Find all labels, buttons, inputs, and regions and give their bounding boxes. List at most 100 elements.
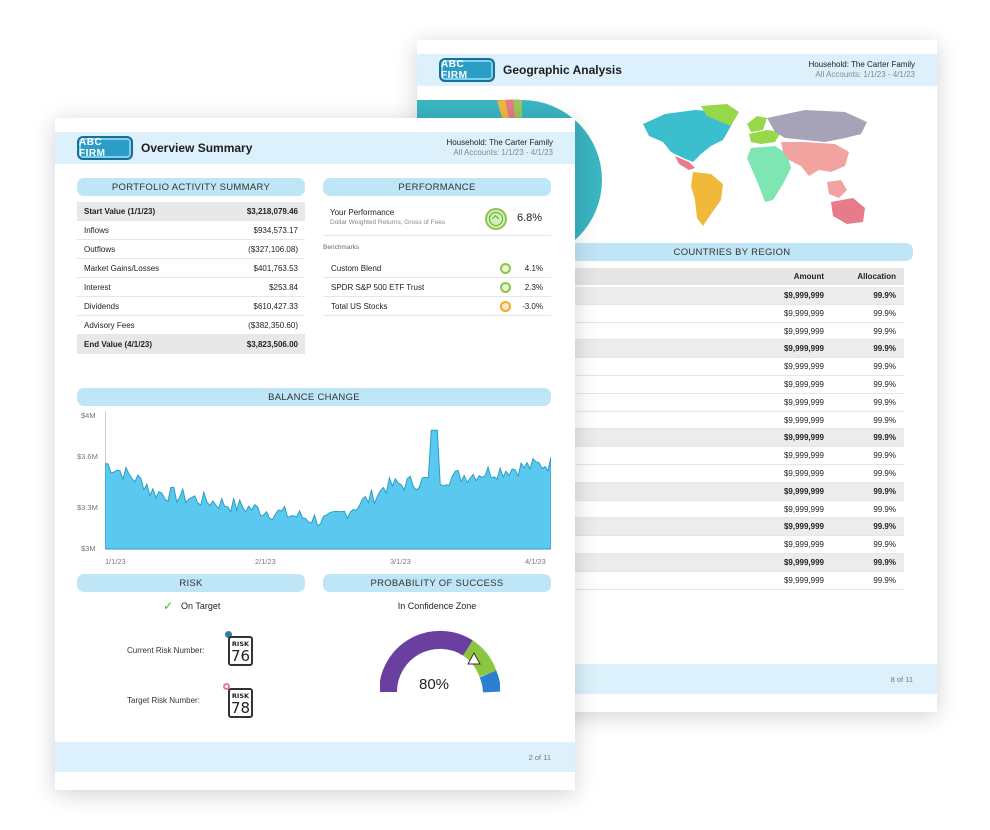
amount-cell: $9,999,999 [783,558,824,567]
region-russia [767,110,867,142]
gauge-green-arc [462,640,497,678]
accounts-range: All Accounts: 1/1/23 - 4/1/23 [815,70,915,79]
activity-value: $610,427.33 [253,301,299,311]
activity-value: $3,823,506.00 [246,339,298,349]
allocation-cell: 99.9% [873,469,896,478]
table-row: $9,999,999 99.9% [574,394,904,412]
your-performance-subtitle: Dollar Weighted Returns, Gross of Fees [330,219,446,226]
allocation-cell: 99.9% [873,504,896,514]
activity-row: Market Gains/Losses $401,763.53 [77,259,305,278]
region-africa [747,146,791,202]
activity-label: Start Value (1/1/23) [84,206,156,216]
table-row: $9,999,999 99.9% [574,536,904,554]
benchmark-status-icon [500,263,511,274]
table-row: $9,999,999 99.9% [574,412,904,430]
amount-cell: $9,999,999 [783,344,824,354]
benchmark-row: Total US Stocks -3.0% [323,297,551,316]
activity-value: $934,573.17 [253,225,299,235]
household-name: Household: The Carter Family [446,138,553,147]
region-south-america [691,172,723,226]
activity-value: $401,763.53 [253,263,299,273]
activity-label: Advisory Fees [84,320,135,330]
benchmark-row: Custom Blend 4.1% [323,259,551,278]
amount-cell: $9,999,999 [783,575,824,585]
allocation-cell: 99.9% [873,575,896,585]
target-risk-number: 78 [230,699,251,717]
page-title: Overview Summary [141,141,253,155]
portfolio-activity-heading: PORTFOLIO ACTIVITY SUMMARY [77,178,305,196]
risk-badge-label: RISK [231,640,250,648]
performance-up-icon [485,208,507,230]
amount-cell: $9,999,999 [783,504,824,514]
your-performance-label: Your Performance [330,208,395,217]
activity-row: Start Value (1/1/23) $3,218,079.46 [77,202,305,221]
target-risk-label: Target Risk Number: [127,696,200,705]
table-row: $9,999,999 99.9% [574,358,904,376]
region-greenland [701,104,739,126]
table-row: $9,999,999 99.9% [574,447,904,465]
page-number: 8 of 11 [890,675,913,684]
firm-logo: ABC FIRM [77,136,133,160]
benchmark-status-icon [500,282,511,293]
x-tick-jan: 1/1/23 [105,557,126,566]
region-asia [781,142,849,176]
globe-icon [225,631,232,638]
activity-label: Dividends [84,301,120,311]
table-row: $9,999,999 99.9% [574,305,904,323]
table-row: $9,999,999 99.9% [574,554,904,572]
table-row: $9,999,999 99.9% [574,482,904,501]
allocation-cell: 99.9% [873,540,896,550]
table-row: $9,999,999 99.9% [574,501,904,519]
page-footer: 2 of 11 [55,742,575,772]
region-europe-north [747,116,767,132]
allocation-cell: 99.9% [873,558,896,567]
amount-cell: $9,999,999 [783,291,824,300]
amount-cell: $9,999,999 [783,522,824,532]
balance-area-chart [105,411,551,550]
y-tick-4m: $4M [81,411,96,420]
balance-change-heading: BALANCE CHANGE [77,388,551,406]
y-tick-3-3m: $3.3M [77,503,98,512]
activity-value: $253.84 [269,282,298,292]
amount-cell: $9,999,999 [783,433,824,443]
region-oceania [831,198,865,224]
activity-value: ($327,106.08) [248,244,298,254]
table-row: $9,999,999 99.9% [574,323,904,341]
gauge-blue-arc [479,670,500,693]
activity-row: Interest $253.84 [77,278,305,297]
allocation-cell: 99.9% [873,522,896,532]
amount-cell: $9,999,999 [783,397,824,407]
page-header: ABC FIRM Overview Summary Household: The… [55,132,575,164]
allocation-cell: 99.9% [873,433,896,443]
allocation-cell: 99.9% [873,380,896,389]
table-row: $9,999,999 99.9% [574,429,904,448]
probability-heading: PROBABILITY OF SUCCESS [323,574,551,592]
allocation-cell: 99.9% [873,326,896,336]
benchmark-value: 2.3% [524,282,543,292]
table-row: $9,999,999 99.9% [574,287,904,305]
amount-cell: $9,999,999 [783,326,824,336]
current-risk-label: Current Risk Number: [127,646,205,655]
table-row: $9,999,999 99.9% [574,376,904,394]
page-number: 2 of 11 [528,753,551,762]
region-north-america [643,110,731,162]
household-name: Household: The Carter Family [808,60,915,69]
current-risk-badge: RISK 76 [228,636,253,666]
activity-value: $3,218,079.46 [246,206,298,216]
x-tick-mar: 3/1/23 [390,557,411,566]
activity-row: Advisory Fees ($382,350.60) [77,316,305,335]
confidence-zone-label: In Confidence Zone [397,601,477,611]
household-info: Household: The Carter Family All Account… [446,138,553,158]
activity-label: Market Gains/Losses [84,263,160,273]
table-row: $9,999,999 99.9% [574,465,904,483]
activity-label: Inflows [84,225,109,235]
allocation-cell: 99.9% [873,344,896,354]
activity-row: End Value (4/1/23) $3,823,506.00 [77,335,305,354]
target-icon [223,683,230,690]
balance-area [105,429,551,550]
page-header: ABC FIRM Geographic Analysis Household: … [417,54,937,86]
allocation-column-header: Allocation [857,272,896,281]
amount-cell: $9,999,999 [783,415,824,425]
gauge-pointer-icon [467,651,481,665]
allocation-cell: 99.9% [873,486,896,496]
